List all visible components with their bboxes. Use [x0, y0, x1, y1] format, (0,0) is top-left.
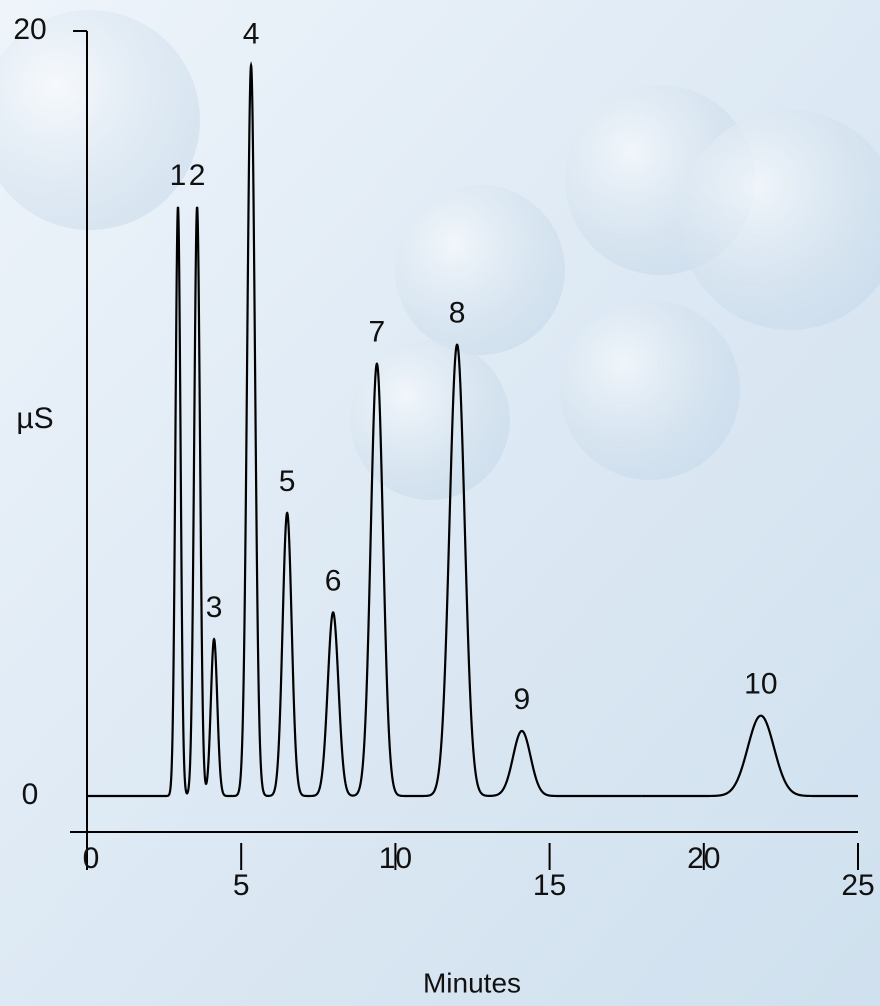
peak-label: 6 [325, 564, 342, 597]
peak-label: 10 [744, 668, 777, 701]
peak-label: 9 [514, 683, 531, 716]
peak-label: 1 [170, 159, 187, 192]
x-tick-label: 10 [379, 842, 412, 875]
peak-label: 3 [206, 591, 223, 624]
x-tick-label: 15 [533, 869, 566, 902]
y-tick-label: 20 [13, 13, 46, 46]
x-tick-label: 25 [841, 869, 874, 902]
peak-label: 2 [189, 159, 206, 192]
peak-label: 5 [279, 465, 296, 498]
x-tick-label: 0 [83, 842, 100, 875]
peak-label: 7 [369, 316, 386, 349]
peak-label: 4 [243, 17, 260, 50]
peak-label: 8 [449, 297, 466, 330]
x-tick-label: 20 [687, 842, 720, 875]
x-tick-label: 5 [233, 869, 250, 902]
chart: µS Minutes 0 20 0 5 10 15 20 25 12 3 4 5 6 7 8 9 10 [0, 0, 880, 1006]
y-axis-label: µS [16, 402, 53, 435]
x-axis-label: Minutes [423, 967, 521, 998]
y-tick-label: 0 [22, 778, 39, 811]
